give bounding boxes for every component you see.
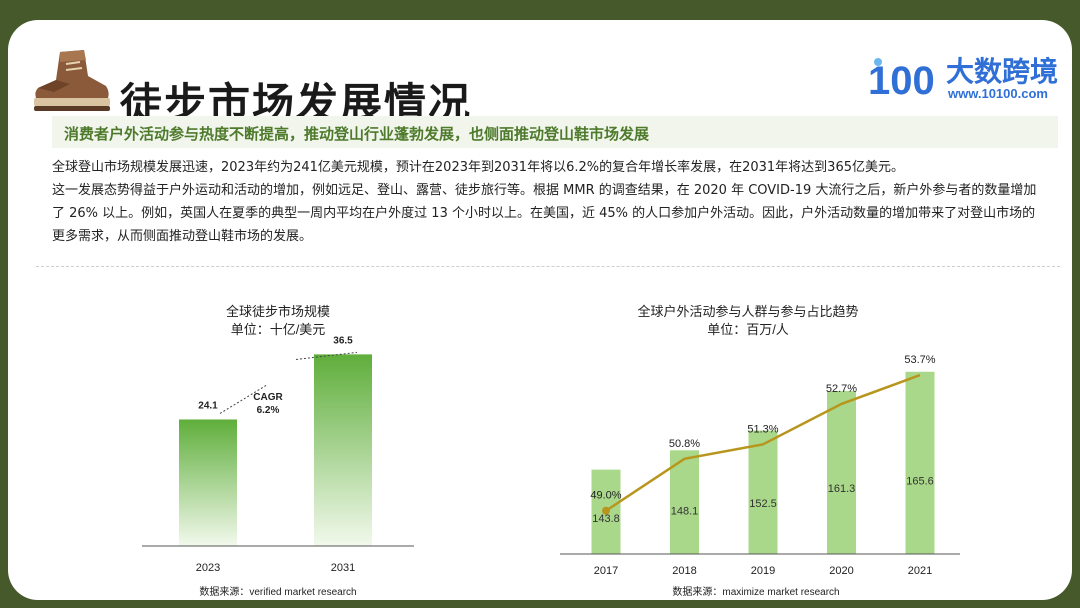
chart1-bar-2031: [314, 354, 372, 546]
slide: 徒步市场发展情况 100 大数跨境 www.10100.com 消费者户外活动参…: [8, 20, 1072, 600]
chart2-x-tick: 2019: [751, 565, 775, 577]
chart2-bar-label: 161.3: [828, 483, 856, 495]
chart2-line-label: 51.3%: [747, 423, 778, 435]
chart2-x-tick: 2018: [672, 565, 696, 577]
chart1-cagr-line2: 6.2%: [257, 405, 280, 416]
chart1-x-tick: 2023: [196, 562, 220, 574]
chart2-bar-label: 152.5: [749, 498, 777, 510]
chart2-share-line: [605, 373, 921, 512]
chart1-value-label: 36.5: [333, 335, 353, 346]
chart2-subtitle: 单位：百万/人: [707, 322, 789, 337]
logo-url: www.10100.com: [948, 86, 1048, 101]
chart2-x-tick: 2020: [829, 565, 853, 577]
body-text: 全球登山市场规模发展迅速，2023年约为241亿美元规模，预计在2023年到20…: [52, 156, 1038, 248]
chart1-source: 数据来源：verified market research: [199, 585, 356, 598]
logo-brand: 大数跨境: [946, 55, 1059, 88]
chart1-subtitle: 单位：十亿/美元: [231, 322, 326, 337]
chart2-line-label: 49.0%: [590, 490, 621, 502]
chart2-bar-2020: [827, 391, 856, 554]
chart2-bar-2019: [748, 430, 778, 554]
chart2-bar-label: 165.6: [906, 476, 934, 488]
chart1-x-tick: 2031: [331, 562, 355, 574]
outdoor-participation-chart: 全球户外活动参与人群与参与占比趋势 单位：百万/人 143.8 2017 49.0%…: [560, 304, 960, 598]
subtitle-banner: 消费者户外活动参与热度不断提高，推动登山行业蓬勃发展，也侧面推动登山鞋市场发展: [52, 116, 1058, 148]
chart1-cagr-line1: CAGR: [253, 392, 283, 403]
chart2-title: 全球户外活动参与人群与参与占比趋势: [637, 304, 858, 319]
logo: 100 大数跨境 www.10100.com: [866, 50, 1066, 110]
chart1-value-label: 24.1: [198, 400, 218, 411]
chart2-x-tick: 2021: [908, 565, 932, 577]
chart2-line-label: 53.7%: [904, 354, 935, 366]
chart2-source: 数据来源：maximize market research: [672, 585, 839, 598]
chart2-line-label: 52.7%: [826, 383, 857, 395]
chart2-line-marker: [602, 506, 610, 515]
divider: [36, 266, 1060, 267]
chart1-cagr-connector-1: [219, 385, 267, 414]
banner-text: 消费者户外活动参与热度不断提高，推动登山行业蓬勃发展，也侧面推动登山鞋市场发展: [64, 125, 650, 143]
paragraph-2: 这一发展态势得益于户外运动和活动的增加，例如远足、登山、露营、徒步旅行等。根据 …: [52, 183, 1037, 244]
chart2-bar-label: 148.1: [671, 506, 699, 518]
hiking-boot-icon: [34, 50, 110, 111]
logo-mark-icon: 100: [868, 58, 935, 103]
chart2-bar-2021: [905, 371, 935, 554]
chart1-bar-2023: [179, 419, 237, 546]
paragraph-1: 全球登山市场规模发展迅速，2023年约为241亿美元规模，预计在2023年到20…: [52, 160, 904, 175]
chart2-bar-label: 143.8: [592, 513, 620, 525]
chart2-line-label: 50.8%: [669, 438, 700, 450]
svg-text:100: 100: [868, 59, 935, 103]
chart2-x-tick: 2017: [594, 565, 618, 577]
chart2-bar-2018: [670, 450, 699, 554]
chart1-title: 全球徒步市场规模: [226, 304, 330, 319]
